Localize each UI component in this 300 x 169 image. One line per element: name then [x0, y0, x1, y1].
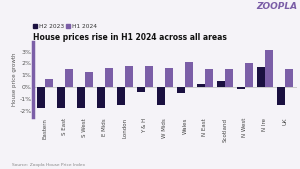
- Bar: [218, 81, 225, 87]
- Text: ZOOPLA: ZOOPLA: [256, 2, 297, 11]
- Bar: [137, 87, 145, 92]
- Bar: [257, 67, 265, 87]
- Bar: [77, 87, 85, 108]
- Bar: [105, 68, 112, 87]
- Bar: [205, 69, 213, 87]
- Bar: [285, 69, 292, 87]
- Text: House prices rise in H1 2024 across all areas: House prices rise in H1 2024 across all …: [33, 33, 227, 42]
- Bar: [265, 50, 273, 87]
- Bar: [177, 87, 185, 93]
- Bar: [65, 69, 73, 87]
- Bar: [165, 68, 172, 87]
- Bar: [245, 63, 253, 87]
- Bar: [85, 72, 93, 87]
- Legend: H2 2023, H1 2024: H2 2023, H1 2024: [31, 21, 99, 31]
- Y-axis label: House price growth: House price growth: [12, 53, 16, 106]
- Bar: [57, 87, 65, 108]
- Bar: [278, 87, 285, 105]
- Bar: [197, 84, 205, 87]
- Bar: [185, 62, 193, 87]
- Bar: [98, 87, 105, 108]
- Bar: [237, 87, 245, 89]
- Bar: [125, 66, 133, 87]
- Bar: [145, 66, 153, 87]
- Bar: [225, 69, 232, 87]
- Bar: [158, 87, 165, 105]
- Bar: [38, 87, 45, 108]
- Bar: [45, 79, 52, 87]
- Text: Source: Zoopla House Price Index: Source: Zoopla House Price Index: [12, 163, 85, 167]
- Bar: [117, 87, 125, 105]
